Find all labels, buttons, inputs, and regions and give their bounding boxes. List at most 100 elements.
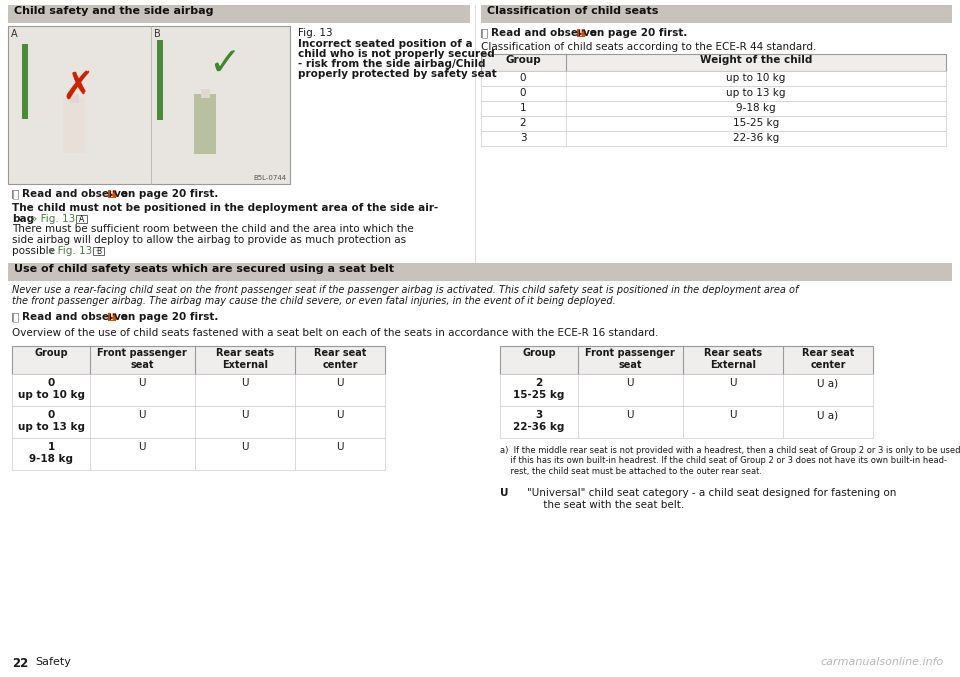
- Text: !: !: [110, 190, 114, 199]
- Text: B: B: [154, 29, 160, 39]
- Text: U: U: [336, 378, 344, 388]
- Text: Classification of child seats according to the ECE-R 44 standard.: Classification of child seats according …: [481, 42, 816, 52]
- Text: » Fig. 13 ·: » Fig. 13 ·: [48, 246, 102, 256]
- Text: Weight of the child: Weight of the child: [700, 55, 812, 65]
- Bar: [481, 54, 946, 71]
- Text: U: U: [500, 488, 509, 498]
- Bar: [63, 98, 85, 153]
- Text: A: A: [11, 29, 17, 39]
- Text: Use of child safety seats which are secured using a seat belt: Use of child safety seats which are secu…: [14, 265, 394, 274]
- Text: 2
15-25 kg: 2 15-25 kg: [514, 378, 564, 399]
- Text: U: U: [730, 378, 736, 388]
- Bar: [500, 346, 873, 374]
- Text: ✗: ✗: [61, 69, 94, 107]
- Bar: [482, 29, 487, 38]
- Text: Rear seats
External: Rear seats External: [704, 348, 762, 370]
- Text: » Fig. 13 ·: » Fig. 13 ·: [31, 214, 85, 224]
- Bar: [8, 263, 952, 281]
- Bar: [22, 44, 28, 119]
- Bar: [12, 438, 385, 470]
- Bar: [13, 190, 18, 199]
- Bar: [70, 94, 79, 103]
- Text: 3: 3: [519, 133, 526, 143]
- Text: The child must not be positioned in the deployment area of the side air-: The child must not be positioned in the …: [12, 203, 439, 213]
- Bar: [108, 190, 116, 198]
- Bar: [13, 313, 18, 322]
- Text: Group: Group: [505, 55, 540, 65]
- Text: Incorrect seated position of a: Incorrect seated position of a: [298, 39, 472, 49]
- Bar: [108, 313, 116, 321]
- Text: Group: Group: [522, 348, 556, 358]
- Text: on page 20 first.: on page 20 first.: [117, 189, 218, 199]
- Bar: [12, 346, 385, 374]
- Text: properly protected by safety seat: properly protected by safety seat: [298, 69, 496, 79]
- Text: side airbag will deploy to allow the airbag to provide as much protection as: side airbag will deploy to allow the air…: [12, 235, 406, 245]
- Text: Rear seat
center: Rear seat center: [802, 348, 854, 370]
- Text: carmanualsonline.info: carmanualsonline.info: [820, 657, 944, 667]
- Bar: [8, 5, 470, 23]
- Bar: [500, 374, 873, 406]
- Text: the front passenger airbag. The airbag may cause the child severe, or even fatal: the front passenger airbag. The airbag m…: [12, 296, 615, 306]
- Text: B5L-0744: B5L-0744: [253, 175, 287, 181]
- Bar: [481, 116, 946, 131]
- Bar: [93, 247, 104, 255]
- Bar: [8, 26, 290, 184]
- Text: B: B: [96, 247, 101, 256]
- Text: bag: bag: [12, 214, 35, 224]
- Bar: [481, 5, 952, 23]
- Text: U: U: [241, 442, 249, 452]
- Text: up to 10 kg: up to 10 kg: [727, 73, 785, 83]
- Bar: [481, 131, 946, 146]
- Text: U: U: [138, 442, 146, 452]
- Text: possible: possible: [12, 246, 59, 256]
- Text: up to 13 kg: up to 13 kg: [727, 88, 785, 98]
- Text: 0: 0: [519, 73, 526, 83]
- Text: Fig. 13: Fig. 13: [298, 28, 332, 38]
- Text: U: U: [241, 410, 249, 420]
- Text: U: U: [241, 378, 249, 388]
- Bar: [201, 89, 210, 98]
- Text: "Universal" child seat category - a child seat designed for fastening on
       : "Universal" child seat category - a chil…: [514, 488, 897, 510]
- Text: Front passenger
seat: Front passenger seat: [586, 348, 675, 370]
- Text: Never use a rear-facing child seat on the front passenger seat if the passenger : Never use a rear-facing child seat on th…: [12, 285, 799, 295]
- Bar: [12, 374, 385, 406]
- Bar: [481, 71, 946, 86]
- Text: on page 20 first.: on page 20 first.: [586, 28, 687, 38]
- Text: Read and observe: Read and observe: [22, 312, 128, 322]
- Bar: [157, 40, 163, 120]
- Text: a)  If the middle rear seat is not provided with a headrest, then a child seat o: a) If the middle rear seat is not provid…: [500, 446, 960, 476]
- Text: 1: 1: [519, 103, 526, 113]
- Text: 2: 2: [519, 118, 526, 128]
- Bar: [481, 101, 946, 116]
- Text: U a): U a): [817, 378, 839, 388]
- Text: 0: 0: [519, 88, 526, 98]
- Text: 22: 22: [12, 657, 28, 670]
- Text: 3
22-36 kg: 3 22-36 kg: [514, 410, 564, 432]
- Bar: [12, 406, 385, 438]
- Bar: [194, 94, 216, 154]
- Text: on page 20 first.: on page 20 first.: [117, 312, 218, 322]
- Bar: [481, 29, 488, 38]
- Text: 15-25 kg: 15-25 kg: [732, 118, 780, 128]
- Bar: [12, 313, 19, 322]
- Text: U: U: [336, 410, 344, 420]
- Bar: [76, 215, 87, 223]
- Text: ✓: ✓: [207, 45, 240, 83]
- Text: 22-36 kg: 22-36 kg: [732, 133, 780, 143]
- Text: 0
up to 13 kg: 0 up to 13 kg: [17, 410, 84, 432]
- Text: Front passenger
seat: Front passenger seat: [97, 348, 187, 370]
- Bar: [577, 29, 585, 37]
- Text: Classification of child seats: Classification of child seats: [487, 7, 659, 16]
- Text: Overview of the use of child seats fastened with a seat belt on each of the seat: Overview of the use of child seats faste…: [12, 328, 659, 338]
- Bar: [481, 86, 946, 101]
- Text: 0
up to 10 kg: 0 up to 10 kg: [17, 378, 84, 399]
- Text: 9-18 kg: 9-18 kg: [736, 103, 776, 113]
- Text: Rear seats
External: Rear seats External: [216, 348, 274, 370]
- Text: Group: Group: [35, 348, 68, 358]
- Text: U: U: [626, 410, 634, 420]
- Text: !: !: [110, 313, 114, 322]
- Text: child who is not properly secured: child who is not properly secured: [298, 49, 494, 59]
- Text: !: !: [579, 29, 583, 38]
- Text: Read and observe: Read and observe: [22, 189, 128, 199]
- Text: - risk from the side airbag/Child: - risk from the side airbag/Child: [298, 59, 486, 69]
